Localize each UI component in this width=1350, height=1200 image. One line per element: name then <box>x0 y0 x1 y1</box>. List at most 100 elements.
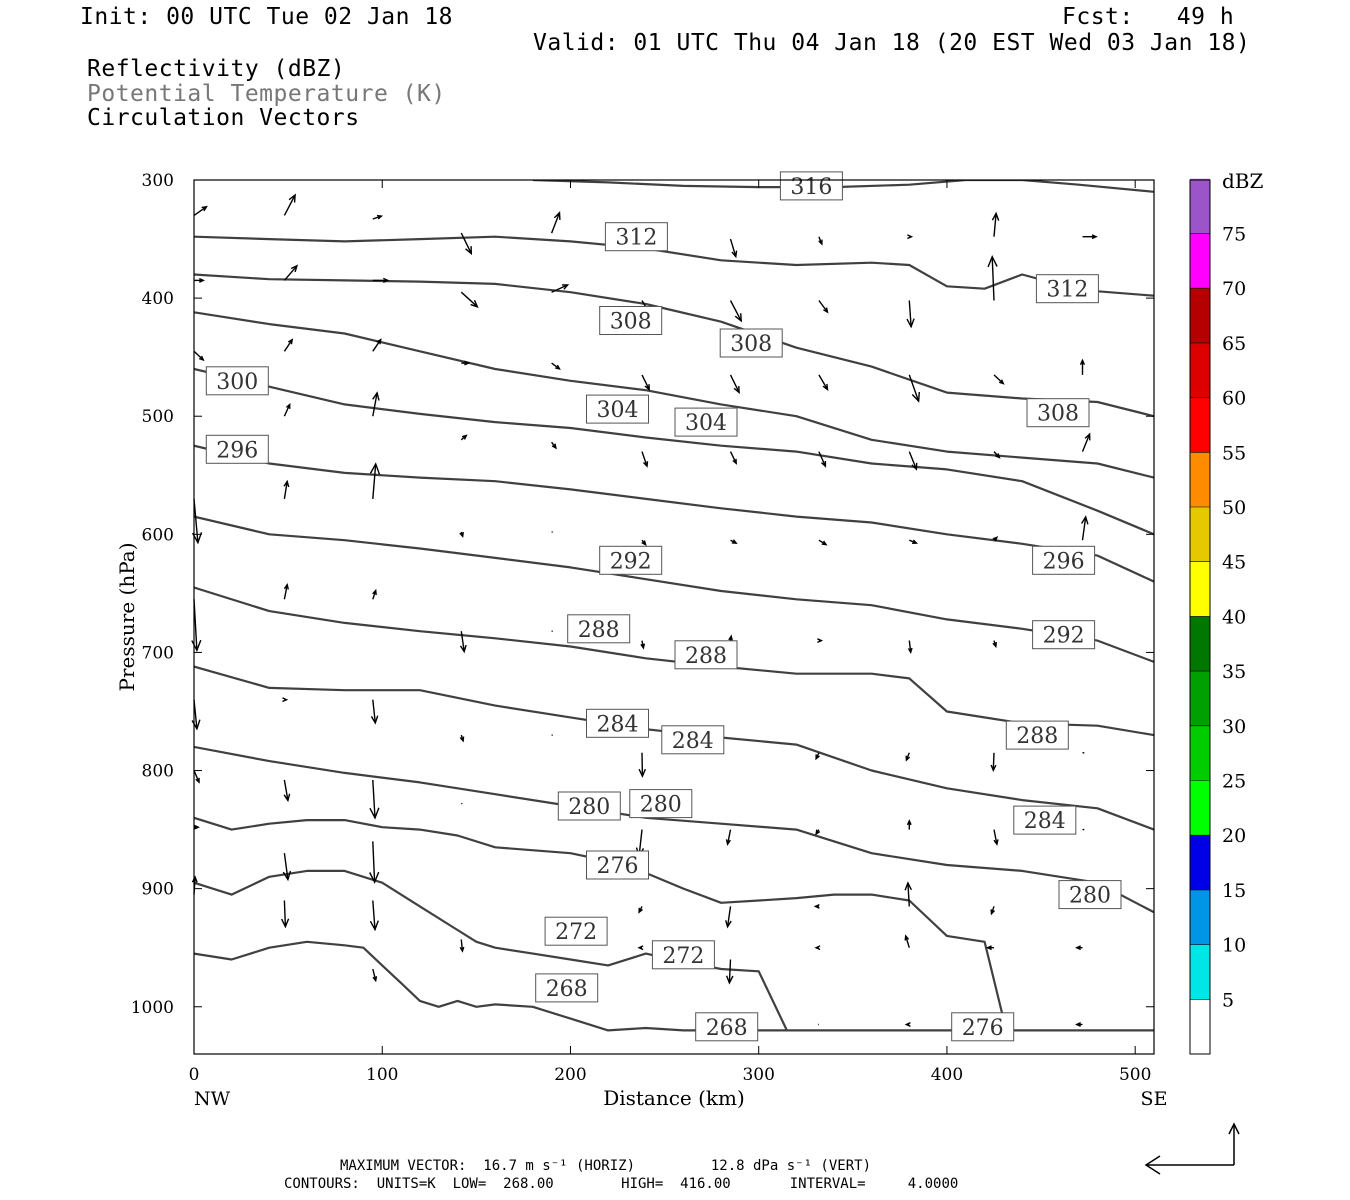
svg-text:308: 308 <box>730 332 772 357</box>
colorbar-label: 55 <box>1222 442 1246 464</box>
vector-arrow <box>987 254 998 301</box>
contour-label: 280 <box>557 791 621 821</box>
vector-arrow <box>990 752 997 772</box>
colorbar-swatch <box>1190 944 1210 1000</box>
colorbar-label: 35 <box>1222 661 1246 683</box>
x-tick-label: 100 <box>366 1065 398 1085</box>
vector-arrow <box>282 853 292 882</box>
vector-arrow <box>283 338 294 352</box>
contour-308 <box>194 273 1154 418</box>
contour-label: 280 <box>1058 880 1122 910</box>
vector-arrow <box>818 539 828 546</box>
colorbar-swatch <box>1190 780 1210 836</box>
contour-label: 312 <box>604 222 668 252</box>
plot-frame <box>193 179 1155 1055</box>
vector-arrow <box>818 451 827 468</box>
contour-label: 316 <box>779 171 843 201</box>
colorbar-label: 20 <box>1222 825 1246 847</box>
vector-arrow <box>992 536 999 542</box>
vector-arrow <box>907 640 913 655</box>
theta-contours <box>194 180 1154 1032</box>
vector-arrow <box>193 205 208 216</box>
y-tick-label: 800 <box>142 762 174 782</box>
vector-arrow <box>638 906 643 914</box>
vector-arrow <box>283 193 296 216</box>
vector-arrow <box>283 779 291 803</box>
vector-arrow <box>372 391 380 417</box>
vector-arrow <box>904 881 913 907</box>
contour-label: 288 <box>1005 720 1069 750</box>
contour-label: 276 <box>951 1012 1015 1042</box>
vector-arrow <box>990 906 996 916</box>
vector-arrow <box>906 819 912 830</box>
colorbar-label: 15 <box>1222 880 1246 902</box>
y-tick-label: 700 <box>142 643 174 663</box>
vector-arrow <box>725 829 732 846</box>
colorbar-swatch <box>1190 561 1210 617</box>
vector-arrow <box>459 631 467 654</box>
vector-arrow <box>194 277 206 283</box>
colorbar-label: 50 <box>1222 497 1246 519</box>
svg-text:292: 292 <box>610 549 652 574</box>
footer-max-vector: MAXIMUM VECTOR: 16.7 m s⁻¹ (HORIZ) 12.8 … <box>340 1158 872 1174</box>
svg-text:284: 284 <box>1024 809 1066 834</box>
svg-text:304: 304 <box>597 398 639 423</box>
vector-arrow <box>815 829 821 836</box>
contour-label: 296 <box>1032 545 1096 575</box>
svg-text:316: 316 <box>790 175 832 200</box>
x-right-label: SE <box>1141 1088 1168 1110</box>
vector-arrow <box>818 236 823 246</box>
vector-arrow <box>904 1022 911 1027</box>
vector-arrow <box>191 875 198 895</box>
vector-arrow <box>1074 945 1083 951</box>
colorbar-swatch <box>1190 616 1210 672</box>
x-axis-label: Distance (km) <box>603 1086 745 1110</box>
colorbar-swatch <box>1190 452 1210 507</box>
vector-arrow <box>993 451 1001 459</box>
vector-arrow <box>194 824 201 830</box>
vector-arrow <box>638 752 647 778</box>
contour-label: 308 <box>719 328 783 358</box>
contour-label: 292 <box>1032 620 1096 650</box>
vector-arrow <box>729 300 743 323</box>
svg-text:276: 276 <box>962 1016 1004 1041</box>
svg-text:268: 268 <box>706 1016 748 1041</box>
colorbar-swatch <box>1190 507 1210 562</box>
svg-text:308: 308 <box>1037 402 1079 427</box>
vector-arrow <box>905 752 911 762</box>
vector-arrow <box>729 238 738 259</box>
contour-label: 268 <box>695 1012 759 1042</box>
vector-arrow <box>641 539 647 546</box>
vector-arrow <box>459 531 464 538</box>
y-tick-label: 400 <box>142 289 174 309</box>
vector-arrow <box>372 338 382 352</box>
vector-arrow <box>461 360 471 366</box>
svg-text:284: 284 <box>672 729 714 754</box>
colorbar-swatch <box>1190 288 1210 343</box>
contour-label: 300 <box>205 366 269 396</box>
y-axis-ticks: 300 400 500 600 700 800 900 1000 <box>131 171 1154 1018</box>
contour-labels: 316 312 312 308 308 308 300 304 304 296 292 296 288 2… <box>205 171 1122 1042</box>
vector-arrow <box>369 900 379 932</box>
y-tick-label: 1000 <box>131 998 174 1018</box>
vector-arrow <box>283 264 299 281</box>
svg-text:280: 280 <box>568 795 610 820</box>
colorbar-unit: dBZ <box>1222 169 1264 193</box>
vector-arrow <box>191 599 202 652</box>
vector-arrow <box>640 640 646 650</box>
colorbar-swatch <box>1190 178 1210 234</box>
field-potential-temperature: Potential Temperature (K) <box>87 81 446 107</box>
vector-arrow <box>991 211 1000 237</box>
vector-arrow <box>283 583 289 600</box>
vector-arrow <box>1082 234 1098 240</box>
svg-text:296: 296 <box>1043 549 1085 574</box>
colorbar-swatch <box>1190 999 1210 1054</box>
y-tick-label: 900 <box>142 880 174 900</box>
colorbar-label: 65 <box>1222 333 1246 355</box>
vector-arrow <box>907 234 914 240</box>
vector-arrow <box>904 934 910 948</box>
colorbar-swatch <box>1190 342 1210 398</box>
colorbar-label: 75 <box>1222 224 1246 246</box>
contour-label: 284 <box>1013 805 1077 835</box>
